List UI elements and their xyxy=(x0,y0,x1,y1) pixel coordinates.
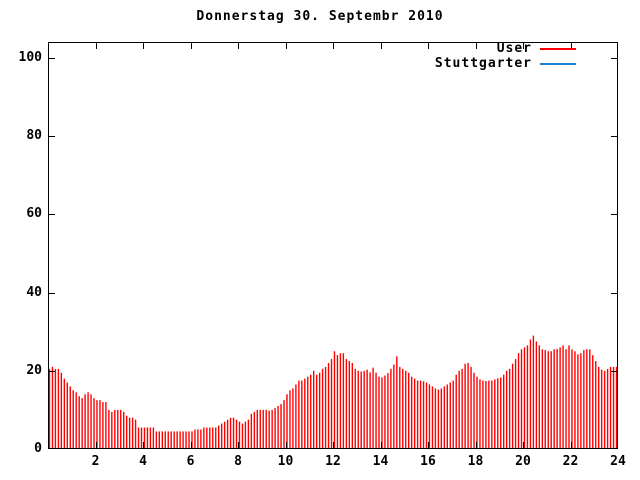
y-tick-label-0: 0 xyxy=(34,441,42,456)
legend-row-user: User xyxy=(435,41,576,56)
x-tick-label-22: 22 xyxy=(562,454,579,469)
x-tick-label-4: 4 xyxy=(139,454,147,469)
y-tick-label-100: 100 xyxy=(18,50,42,65)
y-tick-label-40: 40 xyxy=(26,284,42,300)
chart-title: Donnerstag 30. Septembr 2010 xyxy=(196,9,444,24)
legend-label-user: User xyxy=(496,41,532,56)
y-tick-label-80: 80 xyxy=(26,128,42,144)
x-tick-label-6: 6 xyxy=(186,454,195,469)
legend-line-sample-user xyxy=(540,47,576,50)
legend-line-sample-stuttgarter xyxy=(540,62,576,65)
x-tick-label-24: 24 xyxy=(610,454,626,469)
x-tick-label-20: 20 xyxy=(515,454,531,469)
x-tick-label-18: 18 xyxy=(467,454,484,469)
x-tick-label-8: 8 xyxy=(234,454,242,469)
plot-area xyxy=(48,42,618,449)
x-tick-label-12: 12 xyxy=(325,454,341,469)
y-tick-label-60: 60 xyxy=(26,206,42,222)
x-tick-label-16: 16 xyxy=(420,454,436,469)
legend: User Stuttgarter xyxy=(435,41,576,71)
legend-row-stuttgarter: Stuttgarter xyxy=(435,56,576,71)
plot-border xyxy=(48,42,618,449)
y-tick-label-20: 20 xyxy=(26,362,42,378)
legend-label-stuttgarter: Stuttgarter xyxy=(434,56,532,71)
x-tick-label-14: 14 xyxy=(372,454,389,469)
x-tick-label-2: 2 xyxy=(91,454,100,469)
x-tick-label-10: 10 xyxy=(277,454,294,469)
